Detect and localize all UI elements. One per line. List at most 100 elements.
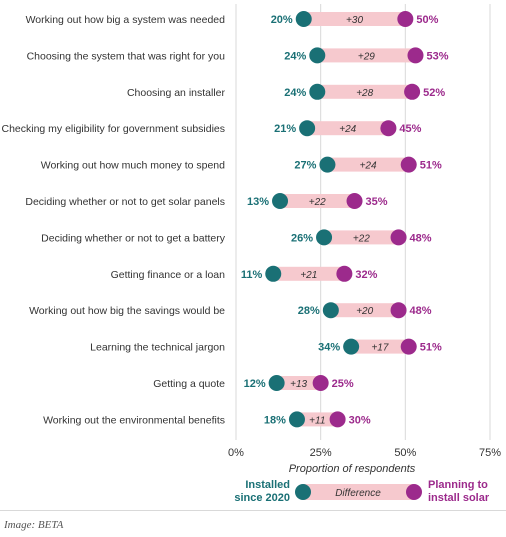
- installed-point: [299, 120, 316, 137]
- category-label: Checking my eligibility for government s…: [1, 123, 225, 135]
- difference-bar: [351, 339, 409, 354]
- planning-point: [346, 193, 363, 209]
- chart-row: Deciding whether or not to get a battery…: [41, 229, 432, 246]
- difference-label: +30: [346, 15, 363, 26]
- chart-row: Learning the technical jargon +17 34% 51%: [90, 338, 442, 355]
- installed-point: [319, 156, 336, 173]
- installed-value-label: 11%: [241, 269, 263, 281]
- chart-rows: Working out how big a system was needed +…: [1, 11, 449, 428]
- difference-label: +22: [309, 197, 326, 208]
- planning-value-label: 51%: [420, 342, 442, 354]
- chart-row: Choosing an installer +28 24% 52%: [127, 83, 445, 100]
- installed-value-label: 24%: [284, 50, 306, 62]
- chart-row: Working out the environmental benefits +1…: [43, 411, 371, 428]
- planning-value-label: 50%: [416, 14, 438, 26]
- legend-planning-label-2: install solar: [428, 492, 490, 504]
- installed-value-label: 28%: [298, 305, 320, 317]
- difference-label: +20: [356, 306, 373, 317]
- difference-label: +13: [290, 379, 307, 390]
- difference-label: +21: [300, 270, 317, 281]
- legend-difference-label: Difference: [335, 488, 381, 499]
- difference-label: +29: [358, 51, 375, 62]
- planning-point: [404, 83, 421, 100]
- installed-value-label: 18%: [264, 414, 286, 426]
- installed-point: [316, 229, 333, 246]
- category-label: Deciding whether or not to get solar pan…: [25, 196, 225, 208]
- planning-value-label: 51%: [420, 160, 442, 172]
- planning-point: [397, 11, 414, 27]
- category-label: Learning the technical jargon: [90, 342, 225, 354]
- planning-value-label: 35%: [366, 196, 388, 208]
- difference-label: +22: [353, 233, 370, 244]
- chart-row: Working out how big the savings would be…: [29, 302, 432, 319]
- planning-point: [390, 302, 407, 319]
- installed-point: [272, 193, 289, 209]
- category-label: Working out how big the savings would be: [29, 305, 225, 317]
- installed-point: [309, 47, 326, 64]
- category-label: Getting finance or a loan: [111, 269, 226, 281]
- chart-row: Working out how big a system was needed +…: [26, 11, 439, 27]
- installed-point: [343, 338, 360, 355]
- x-tick-label: 75%: [479, 447, 501, 459]
- chart-row: Deciding whether or not to get solar pan…: [25, 193, 388, 209]
- planning-point: [329, 411, 346, 428]
- planning-value-label: 53%: [426, 50, 448, 62]
- difference-label: +11: [309, 415, 325, 426]
- difference-bar: [307, 121, 389, 136]
- planning-point: [336, 265, 353, 282]
- caption-divider: [0, 510, 506, 511]
- planning-point: [312, 375, 329, 391]
- planning-value-label: 25%: [332, 378, 354, 390]
- installed-point: [322, 302, 339, 319]
- planning-point: [400, 338, 417, 355]
- installed-point: [295, 11, 312, 27]
- difference-bar: [330, 303, 399, 318]
- installed-value-label: 20%: [271, 14, 293, 26]
- category-label: Getting a quote: [153, 378, 225, 390]
- legend-installed-label-2: since 2020: [234, 492, 290, 504]
- category-label: Working out how much money to spend: [41, 160, 225, 172]
- difference-bar: [273, 266, 345, 281]
- installed-point: [309, 83, 326, 100]
- x-axis-label: Proportion of respondents: [289, 463, 416, 475]
- planning-value-label: 30%: [349, 414, 371, 426]
- difference-bar: [296, 412, 338, 427]
- installed-point: [265, 265, 282, 282]
- chart-row: Choosing the system that was right for y…: [27, 47, 449, 64]
- installed-value-label: 13%: [247, 196, 269, 208]
- difference-bar: [317, 84, 413, 99]
- legend: Difference Installed since 2020 Planning…: [234, 479, 490, 504]
- installed-point: [268, 375, 285, 391]
- difference-bar: [276, 376, 321, 390]
- gridlines: [235, 4, 491, 440]
- category-label: Working out the environmental benefits: [43, 414, 225, 426]
- legend-planning-marker: [406, 484, 422, 500]
- x-tick-label: 50%: [394, 447, 416, 459]
- chart-row: Working out how much money to spend +24 27…: [41, 156, 442, 173]
- planning-point: [400, 156, 417, 173]
- category-label: Choosing the system that was right for y…: [27, 50, 226, 62]
- legend-difference-bar: [303, 484, 414, 500]
- x-tick-label: 25%: [310, 447, 332, 459]
- chart-row: Getting a quote +13 12% 25%: [153, 375, 354, 391]
- installed-value-label: 12%: [244, 378, 266, 390]
- legend-installed-label-1: Installed: [245, 479, 290, 491]
- difference-bar: [327, 157, 409, 172]
- planning-value-label: 48%: [410, 305, 432, 317]
- category-label: Deciding whether or not to get a battery: [41, 232, 226, 244]
- chart-row: Getting finance or a loan +21 11% 32%: [111, 265, 378, 282]
- category-label: Working out how big a system was needed: [26, 14, 226, 26]
- difference-label: +24: [360, 161, 377, 172]
- installed-value-label: 21%: [274, 123, 296, 135]
- difference-label: +24: [339, 124, 356, 135]
- difference-bar: [324, 230, 399, 245]
- installed-point: [288, 411, 305, 428]
- planning-point: [380, 120, 397, 137]
- difference-bar: [280, 194, 355, 208]
- legend-installed-marker: [295, 484, 311, 500]
- planning-value-label: 52%: [423, 87, 445, 99]
- installed-value-label: 27%: [294, 160, 316, 172]
- legend-planning-label-1: Planning to: [428, 479, 488, 491]
- installed-value-label: 34%: [318, 342, 340, 354]
